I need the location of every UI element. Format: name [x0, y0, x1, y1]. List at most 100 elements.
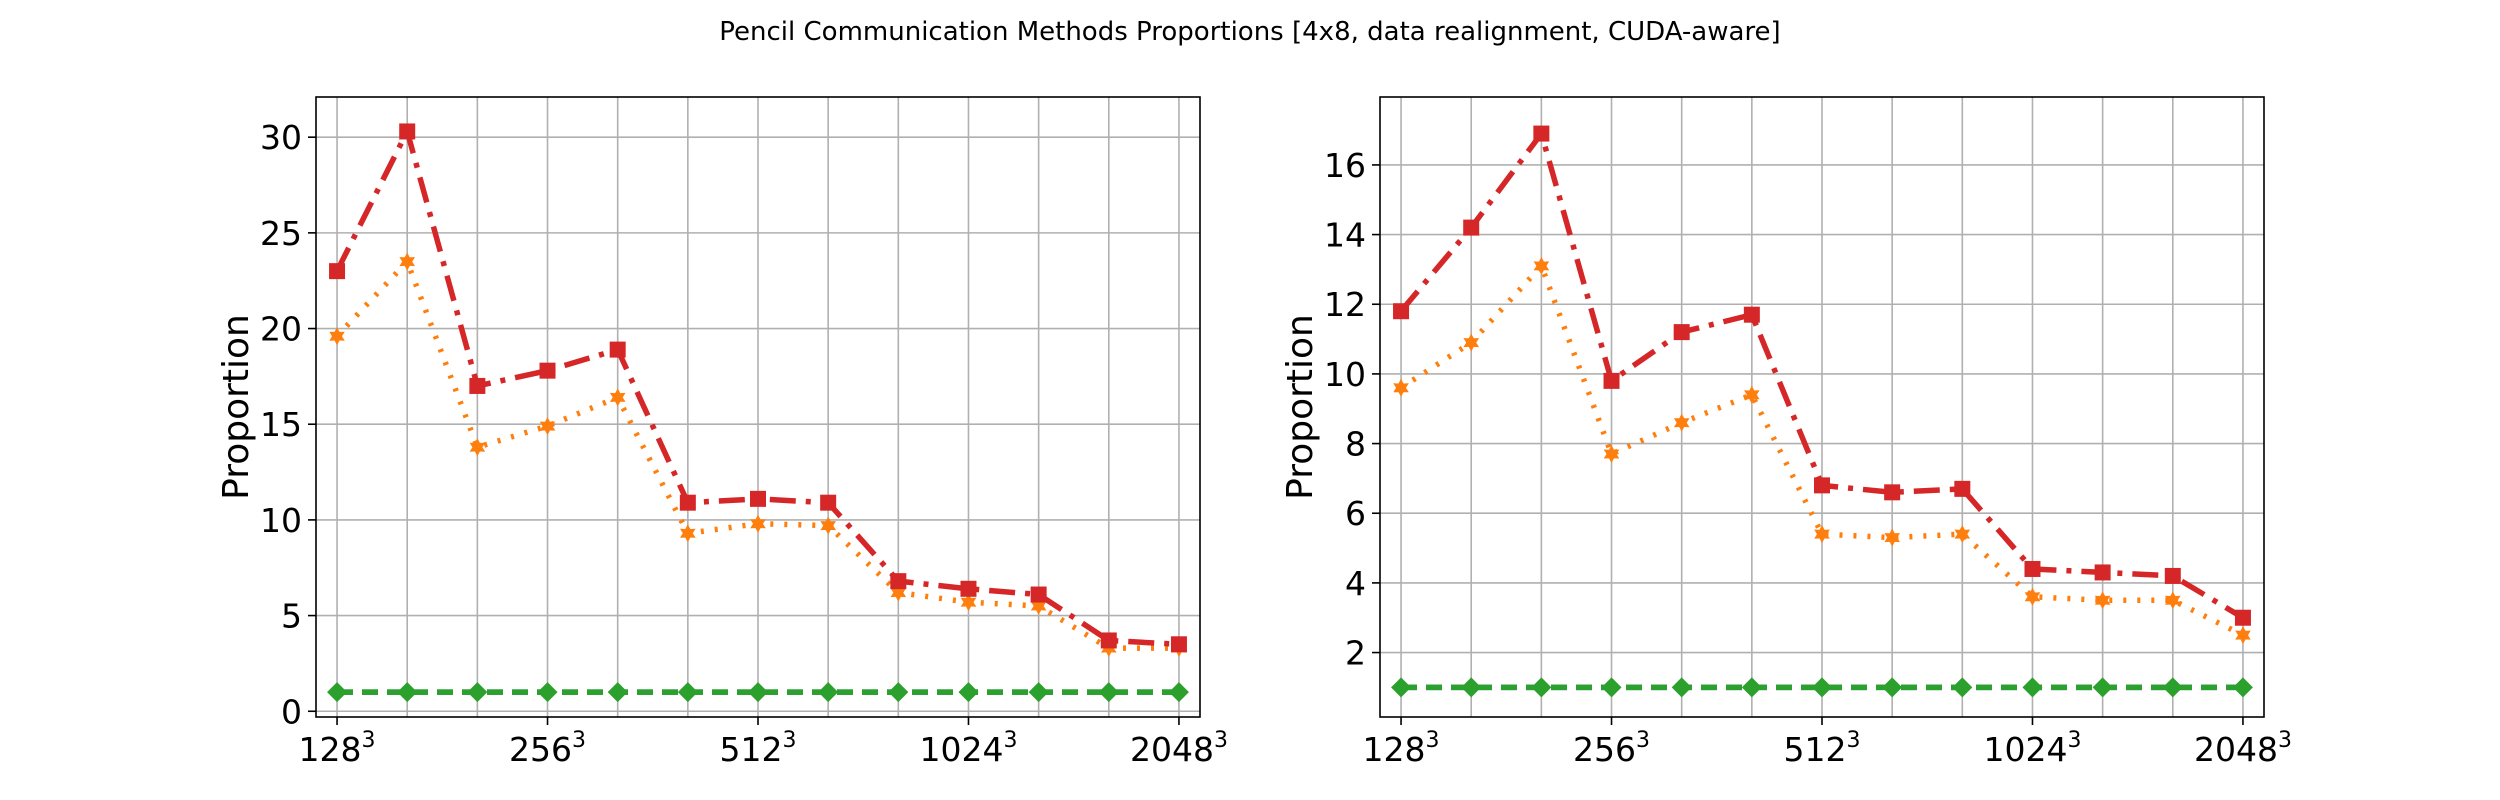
star-marker: [820, 516, 836, 535]
diamond-marker: [1098, 682, 1119, 703]
square-marker: [1100, 632, 1117, 649]
y-tick-label: 25: [260, 214, 302, 253]
y-axis-label: Proportion: [216, 314, 257, 500]
star-marker: [680, 524, 696, 543]
diamond-marker: [958, 682, 979, 703]
x-tick-label: 10243: [1983, 728, 2081, 769]
square-marker: [1463, 219, 1480, 236]
star-marker: [1673, 413, 1690, 432]
plot-frame: [315, 96, 1201, 718]
diamond-marker: [397, 682, 418, 703]
y-axis-label: Proportion: [1280, 314, 1321, 500]
diamond-marker: [2022, 677, 2043, 698]
diamond-marker: [607, 682, 628, 703]
y-tick-label: 10: [1324, 355, 1366, 394]
x-tick-label: 5123: [720, 728, 797, 769]
star-marker: [1814, 525, 1830, 544]
diamond-marker: [467, 682, 488, 703]
star-marker: [2165, 591, 2181, 610]
star-marker: [2094, 591, 2111, 610]
square-marker: [750, 490, 766, 507]
star-marker: [1533, 256, 1550, 275]
diamond-marker: [1028, 682, 1049, 703]
right-chart-panel: 2 4 6 8 10 12 14 16 1283 2563 5123 10243 20483 Propor…: [1280, 96, 2292, 769]
y-tick-label: 0: [281, 692, 302, 731]
square-marker: [1533, 125, 1550, 142]
x-tick-label: 1283: [299, 728, 376, 769]
y-tick-label: 10: [260, 501, 302, 540]
diamond-marker: [1531, 677, 1552, 698]
star-marker: [1393, 378, 1409, 397]
diamond-marker: [677, 682, 698, 703]
y-tick-label: 12: [1324, 285, 1366, 324]
square-marker: [1673, 324, 1690, 341]
figure-title: Pencil Communication Methods Proportions…: [719, 17, 1780, 47]
y-tick-label: 16: [1324, 146, 1366, 185]
x-tick-label: 1283: [1363, 728, 1440, 769]
square-marker: [890, 573, 907, 590]
diamond-marker: [1168, 682, 1189, 703]
square-marker: [2234, 609, 2251, 626]
square-marker: [960, 580, 977, 597]
square-marker: [679, 494, 696, 511]
star-marker: [1603, 445, 1620, 463]
square-marker: [539, 362, 556, 379]
star-marker: [329, 327, 345, 346]
star-marker: [2024, 587, 2041, 606]
diamond-marker: [1601, 677, 1622, 698]
x-tick-label: 20483: [2194, 728, 2292, 769]
x-tick-label: 10243: [919, 728, 1017, 769]
square-marker: [1170, 636, 1187, 653]
diamond-marker: [2232, 677, 2253, 698]
square-marker: [1954, 480, 1971, 497]
square-marker: [609, 341, 626, 358]
square-marker: [1814, 477, 1830, 494]
y-tick-label: 14: [1324, 216, 1366, 255]
diamond-marker: [537, 682, 558, 703]
star-marker: [609, 388, 626, 407]
y-tick-label: 20: [260, 310, 302, 349]
star-marker: [539, 417, 556, 436]
diamond-marker: [1671, 677, 1692, 698]
star-marker: [1463, 333, 1479, 352]
left-chart-panel: 0 5 10 15 20 25 30 1283 2563 5123 10243 20483 Propor…: [216, 96, 1228, 769]
star-marker: [1030, 597, 1047, 615]
square-marker: [1884, 484, 1901, 501]
diamond-marker: [1812, 677, 1832, 698]
square-marker: [1030, 586, 1047, 603]
diamond-marker: [327, 682, 348, 703]
star-marker: [399, 252, 415, 271]
diamond-marker: [2092, 677, 2113, 698]
x-tick-label: 2563: [509, 728, 586, 769]
square-marker: [1743, 306, 1760, 323]
star-marker: [960, 593, 977, 612]
diamond-marker: [1952, 677, 1973, 698]
star-marker: [2235, 626, 2251, 645]
square-marker: [2164, 567, 2181, 584]
y-tick-label: 5: [281, 597, 302, 636]
star-marker: [1954, 525, 1971, 544]
star-marker: [750, 514, 766, 533]
square-marker: [469, 377, 486, 394]
diamond-marker: [1882, 677, 1903, 698]
y-tick-label: 8: [1345, 425, 1366, 464]
star-marker: [890, 583, 907, 602]
diamond-marker: [748, 682, 768, 703]
square-marker: [2094, 564, 2111, 581]
star-marker: [1884, 528, 1900, 547]
square-marker: [329, 263, 346, 280]
y-tick-label: 6: [1345, 494, 1366, 533]
x-tick-label: 2563: [1573, 728, 1650, 769]
x-tick-label: 5123: [1784, 728, 1861, 769]
star-marker: [1744, 385, 1760, 404]
diamond-marker: [1461, 677, 1482, 698]
plot-frame: [1379, 96, 2265, 718]
diamond-marker: [818, 682, 839, 703]
square-marker: [2024, 560, 2041, 577]
diamond-marker: [888, 682, 909, 703]
y-tick-label: 2: [1345, 634, 1366, 673]
square-marker: [1603, 372, 1620, 389]
diamond-marker: [2162, 677, 2183, 698]
y-tick-label: 30: [260, 118, 302, 157]
